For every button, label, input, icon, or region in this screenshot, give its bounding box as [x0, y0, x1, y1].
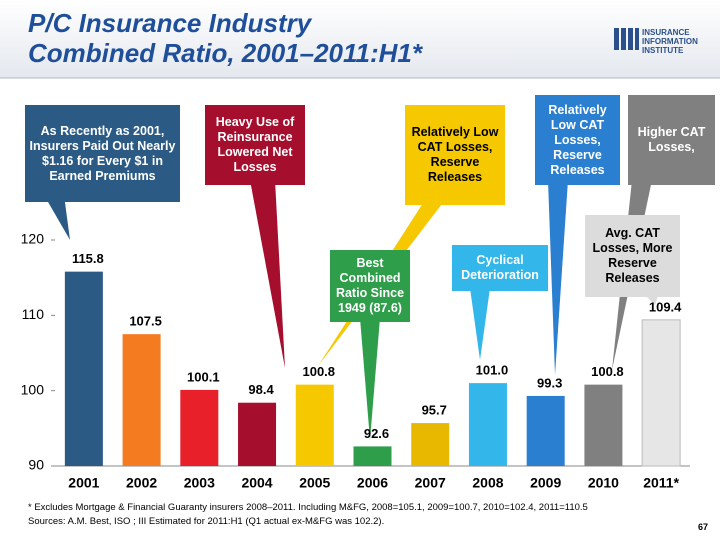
logo-text: INSURANCE INFORMATION INSTITUTE [642, 28, 698, 55]
logo-line: INSTITUTE [642, 46, 684, 55]
x-tick-label: 2009 [530, 475, 561, 491]
value-label: 100.8 [591, 364, 624, 379]
callout: Relatively Low CAT Losses, Reserve Relea… [535, 95, 620, 185]
callout: Higher CAT Losses, [628, 95, 715, 185]
bar [353, 446, 392, 466]
bar [295, 384, 334, 466]
callout: Cyclical Deterioration [452, 245, 548, 291]
x-tick-label: 2010 [588, 475, 619, 491]
title-line: P/C Insurance Industry [28, 8, 312, 38]
callout: As Recently as 2001, Insurers Paid Out N… [25, 105, 180, 202]
callout: Avg. CAT Losses, More Reserve Releases [585, 215, 680, 297]
value-label: 95.7 [422, 402, 447, 417]
callout: Heavy Use of Reinsurance Lowered Net Los… [205, 105, 305, 185]
bar [526, 395, 565, 466]
value-label: 98.4 [248, 382, 274, 397]
callout-pointer [470, 288, 490, 360]
bar [641, 319, 681, 467]
x-tick-label: 2011* [643, 475, 679, 491]
callout-pointer [548, 180, 568, 375]
bar [468, 383, 507, 466]
value-label: 92.6 [364, 426, 389, 441]
bar [238, 402, 277, 466]
page-number: 67 [698, 522, 709, 532]
value-label: 99.3 [537, 375, 562, 390]
value-label: 115.8 [72, 251, 104, 266]
x-tick-label: 2007 [415, 475, 446, 491]
y-tick-label: 100 [21, 381, 45, 397]
y-tick-label: 110 [22, 306, 45, 322]
x-tick-label: 2006 [357, 475, 388, 491]
bar [584, 384, 623, 466]
x-tick-label: 2001 [68, 475, 99, 491]
value-label: 100.8 [302, 364, 335, 379]
x-tick-label: 2003 [184, 475, 215, 491]
footnotes: * Excludes Mortgage & Financial Guaranty… [28, 501, 588, 529]
bar [64, 271, 103, 466]
header-band [0, 0, 720, 78]
x-tick-label: 2008 [472, 475, 503, 491]
callout-pointer [44, 195, 70, 240]
x-tick-label: 2004 [241, 475, 272, 491]
x-tick-label: 2002 [126, 475, 157, 491]
chart-title: P/C Insurance Industry Combined Ratio, 2… [28, 8, 422, 68]
value-label: 107.5 [129, 314, 162, 329]
callout-pointer [250, 180, 285, 368]
callout: Best Combined Ratio Since 1949 (87.6) [330, 250, 410, 322]
callout: Relatively Low CAT Losses, Reserve Relea… [405, 105, 505, 205]
y-tick-label: 120 [21, 231, 45, 247]
value-label: 101.0 [476, 363, 509, 378]
value-label: 100.1 [187, 369, 220, 384]
logo-line: INFORMATION [642, 37, 698, 46]
value-label: 109.4 [649, 299, 682, 314]
x-tick-label: 2005 [299, 475, 330, 491]
title-line: Combined Ratio, 2001–2011:H1* [28, 38, 422, 68]
footnote: Sources: A.M. Best, ISO ; III Estimated … [28, 516, 385, 527]
logo-mark [614, 28, 639, 50]
bar [122, 334, 161, 466]
footnote: * Excludes Mortgage & Financial Guaranty… [28, 502, 588, 513]
bar [411, 423, 450, 466]
logo-line: INSURANCE [642, 28, 690, 37]
callout-pointer [360, 318, 380, 440]
y-tick-label: 90 [28, 457, 44, 473]
bar [180, 389, 219, 466]
